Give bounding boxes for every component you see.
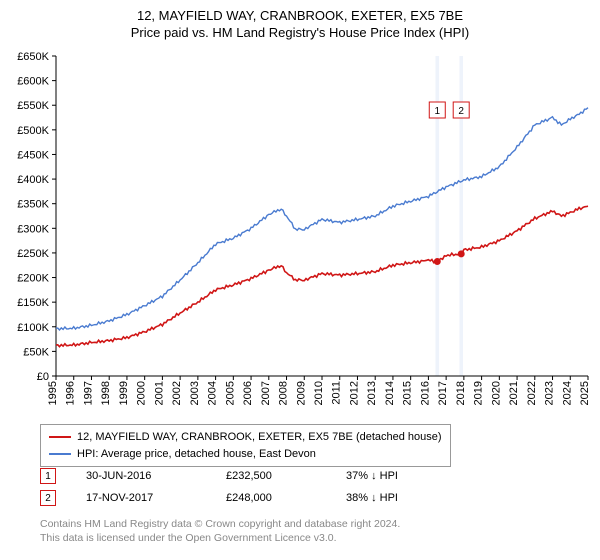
svg-text:2009: 2009	[295, 381, 307, 405]
svg-text:£500K: £500K	[17, 125, 49, 137]
svg-text:£350K: £350K	[17, 199, 49, 211]
legend-label: 12, MAYFIELD WAY, CRANBROOK, EXETER, EX5…	[77, 429, 442, 446]
svg-text:1: 1	[434, 106, 440, 117]
svg-text:£650K: £650K	[17, 51, 49, 63]
legend: 12, MAYFIELD WAY, CRANBROOK, EXETER, EX5…	[40, 424, 451, 467]
svg-text:1998: 1998	[100, 381, 112, 405]
sale-row: 1 30-JUN-2016 £232,500 37% ↓ HPI	[40, 468, 446, 484]
svg-text:2015: 2015	[402, 381, 414, 405]
svg-text:2008: 2008	[278, 381, 290, 405]
svg-text:£200K: £200K	[17, 273, 49, 285]
svg-text:2010: 2010	[313, 381, 325, 405]
svg-text:2021: 2021	[508, 381, 520, 405]
sale-marker: 2	[40, 490, 56, 506]
svg-text:2001: 2001	[153, 381, 165, 405]
svg-text:£600K: £600K	[17, 76, 49, 88]
svg-text:£250K: £250K	[17, 248, 49, 260]
legend-item: 12, MAYFIELD WAY, CRANBROOK, EXETER, EX5…	[49, 429, 442, 446]
sale-row: 2 17-NOV-2017 £248,000 38% ↓ HPI	[40, 490, 446, 506]
svg-text:£550K: £550K	[17, 100, 49, 112]
svg-text:2012: 2012	[348, 381, 360, 405]
svg-text:1999: 1999	[118, 381, 130, 405]
svg-text:2020: 2020	[490, 381, 502, 405]
legend-label: HPI: Average price, detached house, East…	[77, 446, 316, 463]
svg-text:2000: 2000	[136, 381, 148, 405]
sale-marker: 1	[40, 468, 56, 484]
svg-text:2011: 2011	[331, 381, 343, 405]
sale-pct: 37% ↓ HPI	[346, 470, 446, 482]
svg-text:£450K: £450K	[17, 149, 49, 161]
svg-text:2017: 2017	[437, 381, 449, 405]
svg-text:2003: 2003	[189, 381, 201, 405]
svg-text:2002: 2002	[171, 381, 183, 405]
svg-text:2005: 2005	[224, 381, 236, 405]
svg-text:2013: 2013	[366, 381, 378, 405]
footer-line2: This data is licensed under the Open Gov…	[40, 532, 400, 546]
svg-text:2019: 2019	[473, 381, 485, 405]
svg-text:1997: 1997	[82, 381, 94, 405]
svg-text:2016: 2016	[419, 381, 431, 405]
page-title: 12, MAYFIELD WAY, CRANBROOK, EXETER, EX5…	[0, 0, 600, 25]
svg-text:2022: 2022	[526, 381, 538, 405]
svg-text:1996: 1996	[65, 381, 77, 405]
svg-text:2006: 2006	[242, 381, 254, 405]
sale-pct: 38% ↓ HPI	[346, 492, 446, 504]
footer-line1: Contains HM Land Registry data © Crown c…	[40, 518, 400, 532]
svg-text:2023: 2023	[544, 381, 556, 405]
sales-table: 1 30-JUN-2016 £232,500 37% ↓ HPI 2 17-NOV-201…	[40, 468, 446, 512]
svg-text:2025: 2025	[579, 381, 591, 405]
sale-price: £248,000	[226, 492, 316, 504]
svg-text:£50K: £50K	[23, 346, 49, 358]
sale-date: 30-JUN-2016	[86, 470, 196, 482]
svg-text:2024: 2024	[561, 381, 573, 405]
legend-swatch	[49, 453, 71, 455]
svg-text:1995: 1995	[47, 381, 59, 405]
price-chart: £0£50K£100K£150K£200K£250K£300K£350K£400…	[0, 46, 600, 416]
svg-text:2: 2	[458, 106, 464, 117]
svg-text:2018: 2018	[455, 381, 467, 405]
svg-text:2007: 2007	[260, 381, 272, 405]
sale-price: £232,500	[226, 470, 316, 482]
svg-text:£400K: £400K	[17, 174, 49, 186]
svg-text:2014: 2014	[384, 381, 396, 405]
legend-swatch	[49, 436, 71, 438]
sale-date: 17-NOV-2017	[86, 492, 196, 504]
svg-text:£150K: £150K	[17, 297, 49, 309]
svg-text:£300K: £300K	[17, 223, 49, 235]
footer-attribution: Contains HM Land Registry data © Crown c…	[40, 518, 400, 545]
svg-text:£100K: £100K	[17, 322, 49, 334]
svg-text:2004: 2004	[207, 381, 219, 405]
page-subtitle: Price paid vs. HM Land Registry's House …	[0, 25, 600, 42]
legend-item: HPI: Average price, detached house, East…	[49, 446, 442, 463]
